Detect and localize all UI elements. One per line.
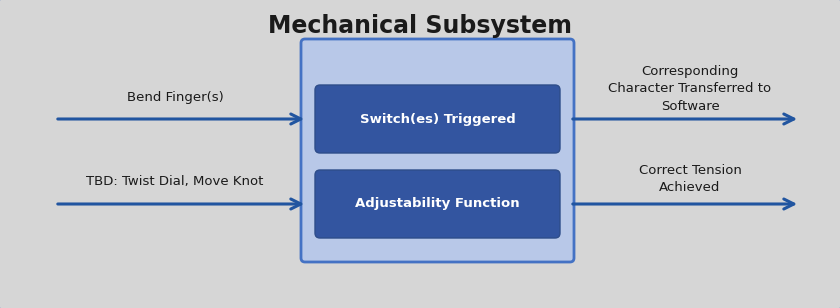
Text: Switch(es) Triggered: Switch(es) Triggered	[360, 112, 516, 125]
Text: Bend Finger(s): Bend Finger(s)	[127, 91, 223, 103]
Text: TBD: Twist Dial, Move Knot: TBD: Twist Dial, Move Knot	[87, 176, 264, 188]
Text: Correct Tension
Achieved: Correct Tension Achieved	[638, 164, 742, 194]
FancyBboxPatch shape	[301, 39, 574, 262]
Text: Mechanical Subsystem: Mechanical Subsystem	[268, 14, 572, 38]
Text: Adjustability Function: Adjustability Function	[355, 197, 520, 210]
FancyBboxPatch shape	[315, 85, 560, 153]
FancyBboxPatch shape	[315, 170, 560, 238]
Text: Corresponding
Character Transferred to
Software: Corresponding Character Transferred to S…	[608, 66, 772, 112]
